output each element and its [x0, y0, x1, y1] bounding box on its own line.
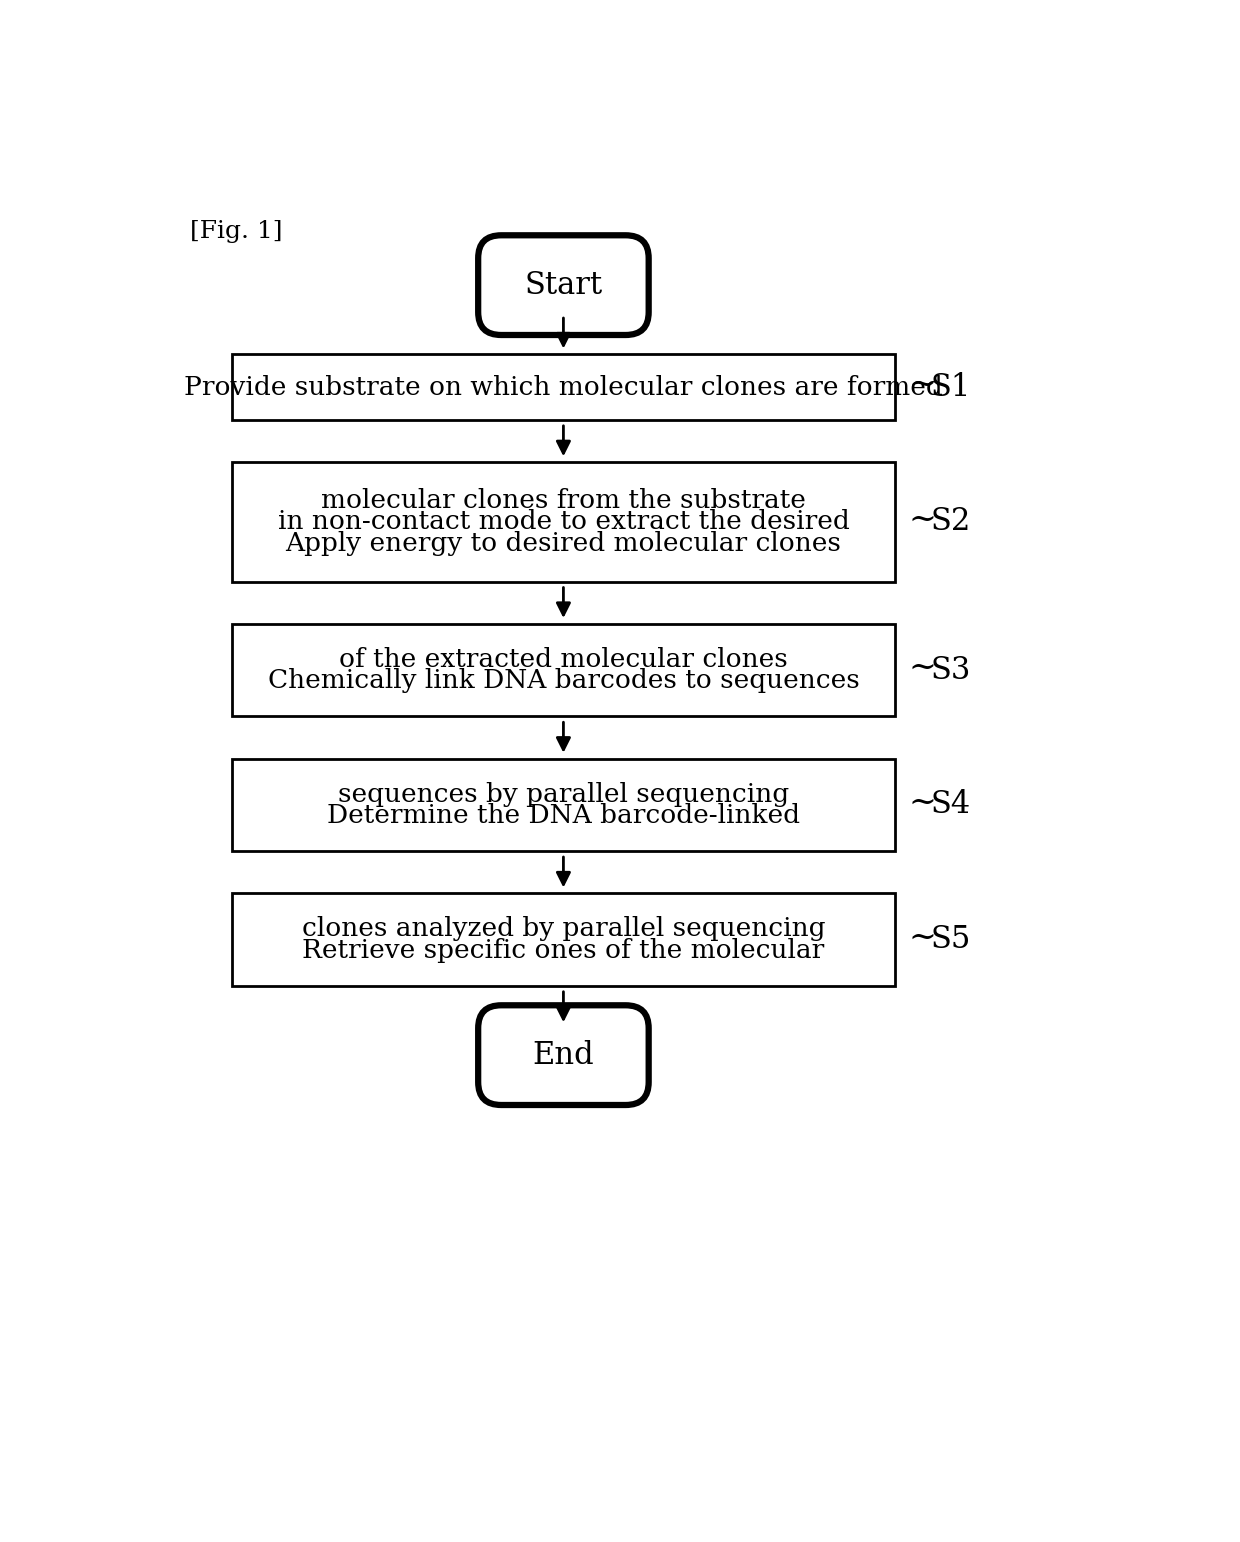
Text: ~: ~	[909, 652, 936, 683]
FancyBboxPatch shape	[479, 236, 649, 335]
FancyBboxPatch shape	[232, 355, 895, 419]
Text: ~: ~	[909, 504, 936, 535]
Text: Start: Start	[525, 270, 603, 301]
Text: ~: ~	[909, 369, 936, 401]
FancyBboxPatch shape	[232, 759, 895, 851]
Text: sequences by parallel sequencing: sequences by parallel sequencing	[337, 782, 789, 806]
Text: in non-contact mode to extract the desired: in non-contact mode to extract the desir…	[278, 509, 849, 535]
Text: Provide substrate on which molecular clones are formed: Provide substrate on which molecular clo…	[184, 375, 942, 399]
Text: clones analyzed by parallel sequencing: clones analyzed by parallel sequencing	[301, 916, 826, 941]
Text: S3: S3	[930, 655, 971, 686]
Text: S2: S2	[930, 506, 971, 538]
Text: S4: S4	[930, 790, 971, 820]
FancyBboxPatch shape	[479, 1005, 649, 1106]
Text: End: End	[533, 1039, 594, 1070]
Text: Chemically link DNA barcodes to sequences: Chemically link DNA barcodes to sequence…	[268, 668, 859, 694]
FancyBboxPatch shape	[232, 625, 895, 717]
Text: ~: ~	[909, 921, 936, 953]
Text: Determine the DNA barcode-linked: Determine the DNA barcode-linked	[327, 803, 800, 828]
Text: of the extracted molecular clones: of the extracted molecular clones	[339, 646, 787, 672]
Text: S1: S1	[930, 372, 971, 402]
Text: [Fig. 1]: [Fig. 1]	[190, 219, 283, 242]
FancyBboxPatch shape	[232, 463, 895, 581]
Text: ~: ~	[909, 786, 936, 819]
Text: Retrieve specific ones of the molecular: Retrieve specific ones of the molecular	[303, 938, 825, 962]
FancyBboxPatch shape	[232, 893, 895, 985]
Text: S5: S5	[930, 924, 971, 954]
Text: Apply energy to desired molecular clones: Apply energy to desired molecular clones	[285, 530, 842, 557]
Text: molecular clones from the substrate: molecular clones from the substrate	[321, 487, 806, 513]
